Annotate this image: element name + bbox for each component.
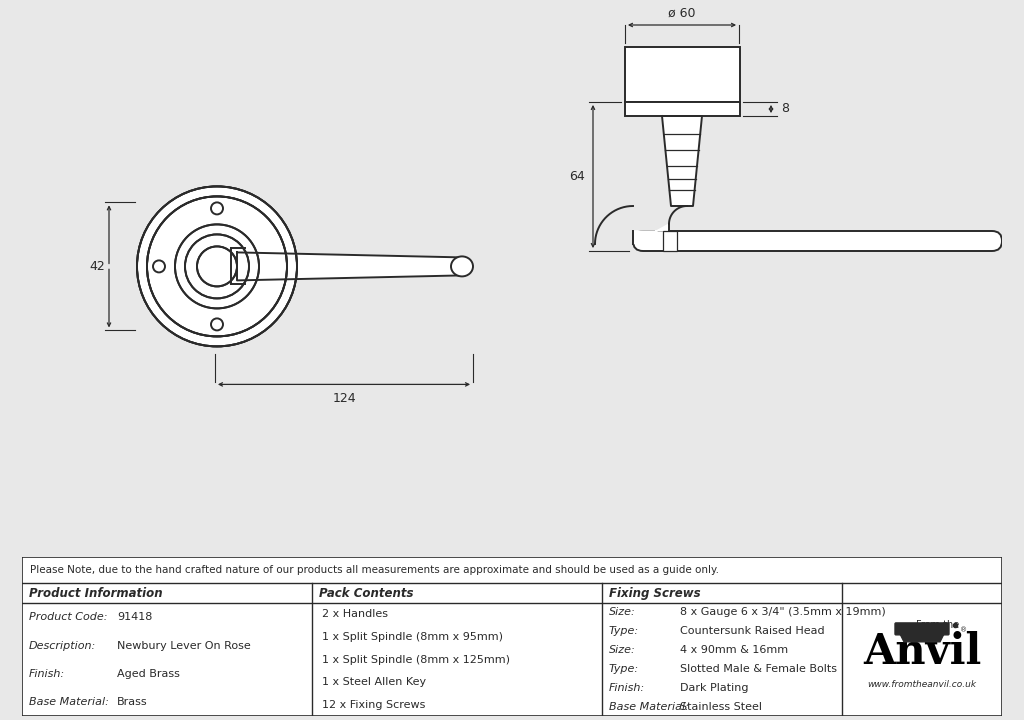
Text: 2 x Handles: 2 x Handles	[322, 609, 388, 619]
Text: Finish:: Finish:	[29, 669, 66, 679]
Circle shape	[211, 202, 223, 215]
Polygon shape	[662, 116, 702, 206]
Text: Base Material:: Base Material:	[29, 697, 109, 707]
Ellipse shape	[451, 256, 473, 276]
Text: 12 x Fixing Screws: 12 x Fixing Screws	[322, 700, 425, 710]
Text: Aged Brass: Aged Brass	[117, 669, 180, 679]
Text: Product Code:: Product Code:	[29, 612, 108, 622]
Text: Base Material:: Base Material:	[609, 702, 689, 712]
FancyBboxPatch shape	[633, 231, 1002, 251]
Text: ®: ®	[961, 627, 967, 633]
Text: 1 x Split Spindle (8mm x 95mm): 1 x Split Spindle (8mm x 95mm)	[322, 632, 503, 642]
Bar	[663, 231, 677, 251]
Polygon shape	[900, 634, 944, 642]
Polygon shape	[237, 253, 462, 280]
Text: Type:: Type:	[609, 664, 639, 674]
Text: 4 x 90mm & 16mm: 4 x 90mm & 16mm	[680, 645, 788, 655]
Text: Size:: Size:	[609, 645, 636, 655]
Text: From the: From the	[916, 620, 959, 630]
Circle shape	[137, 186, 297, 346]
Text: Brass: Brass	[117, 697, 147, 707]
Text: Pack Contents: Pack Contents	[319, 587, 414, 600]
Text: 1 x Steel Allen Key: 1 x Steel Allen Key	[322, 678, 426, 688]
Text: Finish:: Finish:	[609, 683, 645, 693]
Text: 42: 42	[89, 260, 104, 273]
Bar	[625, 47, 740, 102]
Circle shape	[211, 318, 223, 330]
Text: 1 x Split Spindle (8mm x 125mm): 1 x Split Spindle (8mm x 125mm)	[322, 654, 510, 665]
Text: Anvil: Anvil	[863, 631, 981, 672]
Bar	[625, 102, 740, 116]
Text: Countersunk Raised Head: Countersunk Raised Head	[680, 626, 824, 636]
Text: Please Note, due to the hand crafted nature of our products all measurements are: Please Note, due to the hand crafted nat…	[30, 565, 719, 575]
Text: ø 60: ø 60	[669, 6, 695, 19]
Text: Fixing Screws: Fixing Screws	[609, 587, 700, 600]
Text: Newbury Lever On Rose: Newbury Lever On Rose	[117, 641, 251, 651]
Text: 8 x Gauge 6 x 3/4" (3.5mm x 19mm): 8 x Gauge 6 x 3/4" (3.5mm x 19mm)	[680, 608, 886, 618]
Text: 91418: 91418	[117, 612, 153, 622]
Text: Dark Plating: Dark Plating	[680, 683, 749, 693]
Text: Product Information: Product Information	[29, 587, 163, 600]
Text: Slotted Male & Female Bolts: Slotted Male & Female Bolts	[680, 664, 837, 674]
Text: Stainless Steel: Stainless Steel	[680, 702, 762, 712]
Circle shape	[153, 261, 165, 272]
Text: Size:: Size:	[609, 608, 636, 618]
Text: Type:: Type:	[609, 626, 639, 636]
FancyBboxPatch shape	[895, 623, 949, 635]
Text: 64: 64	[569, 170, 585, 183]
Polygon shape	[633, 224, 669, 244]
Text: 124: 124	[332, 392, 355, 405]
Text: www.fromtheanvil.co.uk: www.fromtheanvil.co.uk	[867, 680, 977, 689]
Text: Description:: Description:	[29, 641, 96, 651]
Text: 8: 8	[781, 102, 790, 115]
